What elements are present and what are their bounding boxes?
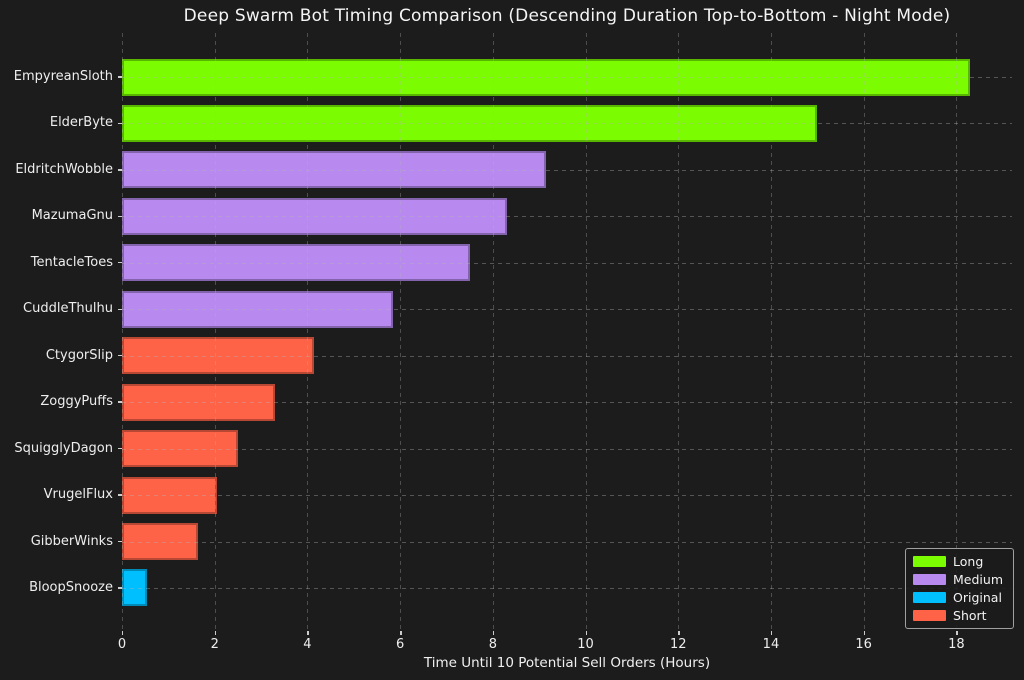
y-axis-labels: EmpyreanSloth ElderByte EldritchWobble Mazu…: [0, 33, 113, 631]
y-axis-label: ZoggyPuffs: [40, 394, 113, 410]
y-tick-mark: [118, 76, 122, 78]
y-axis-label: BloopSnooze: [29, 579, 113, 595]
legend-swatch: [913, 574, 947, 585]
x-tick-label: 8: [488, 637, 497, 652]
x-tick-mark: [678, 631, 680, 635]
x-tick-label: 2: [210, 637, 219, 652]
legend-swatch: [913, 610, 947, 621]
x-tick-label: 12: [669, 637, 687, 652]
y-axis-label: ElderByte: [49, 115, 113, 131]
bar-GibberWinks: [122, 523, 199, 560]
chart-title: Deep Swarm Bot Timing Comparison (Descen…: [183, 6, 951, 26]
x-tick-mark: [122, 631, 124, 635]
x-tick-mark: [585, 631, 587, 635]
legend-item-medium: Medium: [913, 573, 1003, 586]
bar-MazumaGnu: [122, 197, 507, 235]
y-tick-mark: [118, 169, 122, 171]
y-axis-label: MazumaGnu: [31, 208, 113, 224]
x-tick-mark: [307, 631, 309, 635]
bar-TentacleToes: [122, 244, 470, 282]
bar-BloopSnooze: [122, 569, 148, 607]
x-axis-label: Time Until 10 Potential Sell Orders (Hou…: [423, 655, 711, 671]
y-axis-label: TentacleToes: [30, 254, 113, 270]
x-tick-label: 6: [395, 637, 405, 652]
legend-label: Long: [953, 554, 984, 569]
y-axis-label: CtygorSlip: [45, 347, 113, 363]
legend-swatch: [913, 592, 947, 603]
y-tick-mark: [118, 308, 122, 310]
y-tick-mark: [118, 447, 122, 450]
legend-label: Short: [953, 608, 987, 623]
y-tick-mark: [118, 401, 122, 403]
y-tick-mark: [118, 494, 122, 496]
x-tick-label: 0: [117, 637, 127, 652]
y-tick-mark: [118, 262, 122, 264]
x-tick-mark: [400, 631, 402, 635]
y-axis-label: EldritchWobble: [15, 161, 113, 177]
x-tick-label: 16: [855, 637, 872, 652]
y-axis-label: GibberWinks: [30, 533, 113, 549]
y-axis-label: VrugelFlux: [43, 487, 113, 503]
x-tick-label: 18: [948, 637, 965, 652]
y-tick-mark: [118, 122, 122, 125]
legend-item-short: Short: [913, 609, 1003, 622]
plot-area: [122, 33, 1012, 631]
bar-CtygorSlip: [122, 337, 315, 375]
bar-ZoggyPuffs: [122, 383, 275, 421]
x-tick-label: 10: [577, 637, 594, 652]
bar-VrugelFlux: [122, 476, 218, 514]
legend: Long Medium Original Short: [905, 548, 1014, 629]
legend-label: Original: [953, 590, 1002, 605]
y-axis-label: CuddleThulhu: [23, 301, 113, 317]
x-tick-mark: [956, 631, 958, 635]
x-tick-label: 14: [762, 637, 780, 652]
y-tick-mark: [118, 587, 122, 589]
bar-EldritchWobble: [122, 151, 547, 189]
bar-CuddleThulhu: [122, 290, 394, 328]
y-tick-mark: [118, 355, 122, 357]
y-tick-mark: [118, 215, 122, 218]
x-tick-mark: [214, 631, 217, 635]
legend-item-long: Long: [913, 555, 1003, 568]
bar-EmpyreanSloth: [122, 58, 971, 96]
y-axis-label: EmpyreanSloth: [13, 69, 113, 84]
x-tick-mark: [770, 631, 773, 635]
bars-layer: [122, 33, 1012, 631]
bar-SquigglyDagon: [122, 430, 238, 468]
legend-label: Medium: [953, 572, 1003, 587]
x-tick-mark: [863, 631, 866, 635]
bar-ElderByte: [122, 104, 818, 142]
y-axis-label: SquigglyDagon: [14, 440, 113, 456]
x-tick-label: 4: [303, 637, 312, 652]
legend-swatch: [913, 556, 947, 567]
y-tick-mark: [118, 540, 122, 543]
x-tick-mark: [492, 631, 495, 635]
legend-item-original: Original: [913, 591, 1003, 604]
